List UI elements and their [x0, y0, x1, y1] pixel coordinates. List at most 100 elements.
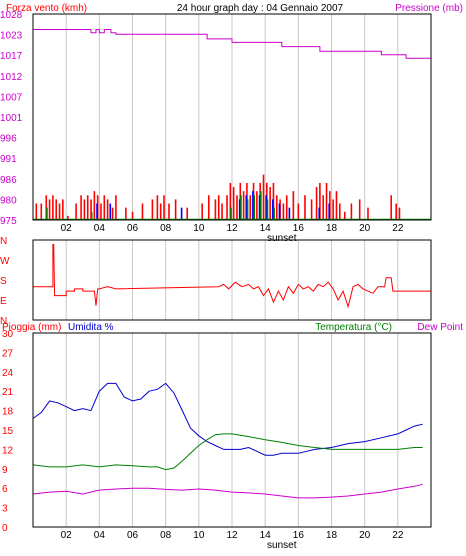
wind-green-bar-3	[240, 195, 242, 220]
wind-direction-line	[33, 243, 431, 309]
met-sunset-label: sunset	[267, 540, 297, 551]
pressure-ytick-991: 991	[0, 154, 17, 165]
wind-bar-1	[40, 203, 43, 220]
wind-bar-68	[350, 203, 353, 220]
wind-green-bar-8	[273, 207, 275, 220]
wind-bar-18	[106, 199, 109, 220]
wind-bar-58	[310, 199, 313, 220]
wind-bar-6	[58, 203, 61, 220]
rain-ytick-12: 12	[2, 445, 14, 456]
wind-green-bar-5	[253, 195, 256, 220]
wind-bar-41	[242, 191, 245, 220]
wind-xtick-02: 02	[61, 223, 73, 234]
rain-ytick-3: 3	[2, 504, 8, 515]
wind-bar-67	[343, 211, 346, 220]
wind-bar-35	[221, 203, 223, 220]
wind-bar-38	[232, 187, 235, 220]
pressure-ytick-975: 975	[0, 216, 17, 227]
wind-bar-57	[304, 195, 306, 220]
pressure-axis-label: Pressione (mb)	[395, 3, 463, 14]
rain-ytick-24: 24	[2, 368, 14, 379]
wind-bar-72	[395, 203, 397, 220]
dir-compass-0: N	[0, 236, 7, 247]
wind-bar-61	[322, 195, 325, 220]
wind-bar-8	[67, 215, 69, 220]
wind-bar-0	[35, 203, 38, 220]
wind-bar-27	[163, 195, 165, 220]
wind-bar-12	[86, 195, 89, 220]
wind-bar-10	[80, 195, 82, 220]
wind-bar-59	[315, 187, 318, 220]
wind-bar-55	[292, 191, 295, 220]
wind-bar-22	[131, 211, 134, 220]
wind-bar-17	[103, 195, 106, 220]
series-line-1	[32, 433, 423, 471]
wind-bar-23	[141, 203, 144, 220]
rain-ytick-9: 9	[2, 465, 8, 476]
wind-blue-bar-10	[288, 207, 291, 220]
wind-xtick-08: 08	[160, 223, 172, 234]
pressure-ytick-986: 986	[0, 175, 17, 186]
wind-blue-bar-6	[258, 195, 261, 220]
wind-bar-30	[186, 207, 189, 220]
wind-bar-34	[217, 195, 220, 220]
rain-ytick-0: 0	[2, 523, 8, 534]
wind-xtick-12: 12	[226, 223, 238, 234]
wind-xtick-10: 10	[193, 223, 205, 234]
direction-panel-frame	[32, 239, 432, 321]
wind-bar-28	[168, 203, 170, 220]
rain-ytick-18: 18	[2, 407, 14, 418]
pressure-ytick-1028: 1028	[0, 10, 23, 21]
wind-bar-19	[111, 207, 114, 220]
wind-blue-bar-1	[109, 203, 112, 220]
pressure-ytick-980: 980	[0, 195, 17, 206]
rain-ytick-21: 21	[2, 387, 14, 398]
wind-bar-5	[55, 199, 58, 220]
wind-bar-7	[62, 199, 64, 220]
humidity-axis-label: Umidita %	[68, 322, 114, 333]
wind-blue-bar-11	[318, 207, 321, 220]
wind-bar-70	[367, 207, 369, 220]
wind-xtick-22: 22	[392, 223, 404, 234]
wind-bar-56	[297, 203, 300, 220]
pressure-ytick-1001: 1001	[0, 113, 23, 124]
wind-xtick-18: 18	[326, 223, 338, 234]
met-xtick-14: 14	[260, 530, 272, 541]
wind-blue-bar-5	[252, 191, 254, 220]
wind-bar-53	[282, 203, 285, 220]
wind-bar-71	[390, 195, 392, 220]
temperature-axis-label: Temperatura (°C)	[315, 322, 392, 333]
rain-ytick-30: 30	[2, 329, 14, 340]
wind-bar-32	[207, 195, 210, 220]
pressure-ytick-1023: 1023	[0, 31, 23, 42]
wind-xtick-16: 16	[293, 223, 305, 234]
wind-blue-bar-8	[272, 199, 274, 220]
met-xtick-04: 04	[94, 530, 106, 541]
rain-ytick-15: 15	[2, 426, 14, 437]
met-xtick-18: 18	[326, 530, 338, 541]
chart-title: 24 hour graph day : 04 Gennaio 2007	[177, 3, 344, 14]
met-xtick-10: 10	[193, 530, 205, 541]
wind-bar-26	[159, 203, 162, 220]
weather-panel-frame	[32, 332, 432, 528]
wind-bar-13	[90, 199, 92, 220]
wind-axis-label: Forza vento (kmh)	[6, 3, 87, 14]
rain-axis-label: Pioggia (mm)	[2, 322, 61, 333]
wind-xtick-20: 20	[359, 223, 371, 234]
wind-bar-60	[319, 182, 321, 220]
pressure-ytick-1012: 1012	[0, 72, 23, 83]
wind-green-bar-1	[90, 211, 93, 220]
wind-blue-bar-12	[328, 203, 330, 220]
wind-bar-66	[338, 203, 341, 220]
wind-blue-bar-4	[245, 195, 248, 220]
series-line-2	[32, 483, 423, 499]
wind-bar-47	[262, 174, 265, 220]
wind-xtick-14: 14	[260, 223, 272, 234]
wind-green-bar-6	[260, 191, 262, 220]
wind-xtick-06: 06	[127, 223, 139, 234]
wind-bar-25	[156, 195, 159, 220]
wind-bar-16	[100, 203, 102, 220]
wind-bar-14	[93, 191, 96, 220]
dewpoint-axis-label: Dew Point	[417, 322, 463, 333]
